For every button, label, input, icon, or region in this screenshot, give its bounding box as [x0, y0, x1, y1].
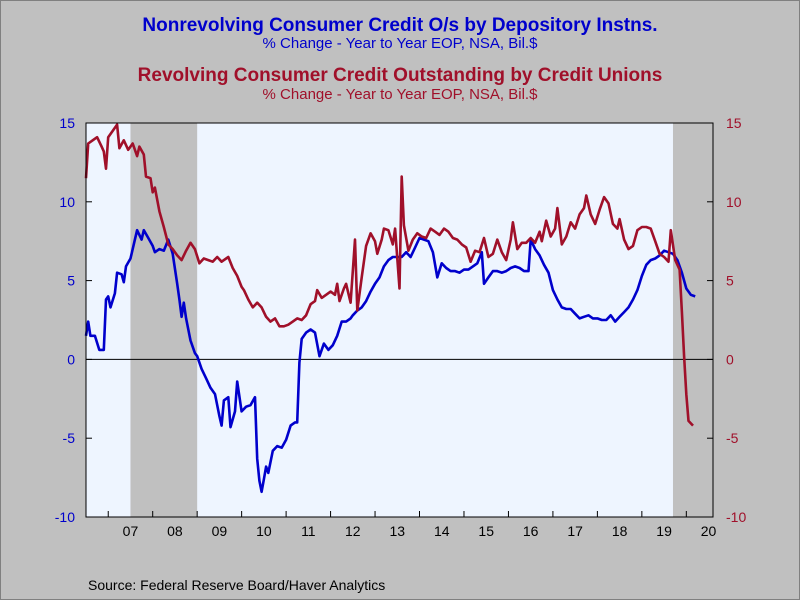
x-tick-label: 17: [567, 523, 583, 539]
series1-subtitle: % Change - Year to Year EOP, NSA, Bil.$: [262, 35, 538, 52]
y-tick-label-left: 0: [67, 351, 75, 367]
x-tick-label: 09: [212, 523, 228, 539]
x-tick-label: 08: [167, 523, 183, 539]
series2-title: Revolving Consumer Credit Outstanding by…: [137, 65, 663, 86]
x-tick-label: 11: [301, 523, 316, 539]
x-tick-label: 19: [656, 523, 672, 539]
y-tick-label-right: 15: [726, 115, 742, 131]
x-tick-label: 16: [523, 523, 539, 539]
y-tick-label-left: 15: [59, 115, 75, 131]
series-line-1: [84, 228, 696, 494]
plot-border: [85, 122, 714, 518]
x-tick-label: 07: [123, 523, 139, 539]
x-tick-label: 14: [434, 523, 450, 539]
y-tick-label-left: 10: [59, 194, 75, 210]
series2-subtitle: % Change - Year to Year EOP, NSA, Bil.$: [262, 86, 538, 103]
x-tick-label: 20: [701, 523, 717, 539]
series-line-2: [84, 123, 694, 427]
y-tick-label-left: -5: [63, 430, 76, 446]
y-tick-label-right: 5: [726, 273, 734, 289]
y-tick-label-right: -10: [726, 509, 746, 525]
y-tick-label-left: 5: [67, 273, 75, 289]
x-tick-label: 13: [389, 523, 405, 539]
x-tick-label: 15: [478, 523, 494, 539]
source-note: Source: Federal Reserve Board/Haver Anal…: [88, 577, 386, 593]
series1-title: Nonrevolving Consumer Credit O/s by Depo…: [142, 15, 658, 36]
x-tick-label: 18: [612, 523, 628, 539]
y-tick-label-right: 10: [726, 194, 742, 210]
y-tick-label-left: -10: [55, 509, 75, 525]
x-tick-label: 10: [256, 523, 272, 539]
x-tick-label: 12: [345, 523, 361, 539]
recession-band-2: [672, 123, 713, 517]
y-tick-label-right: 0: [726, 351, 734, 367]
y-tick-label-right: -5: [726, 430, 739, 446]
